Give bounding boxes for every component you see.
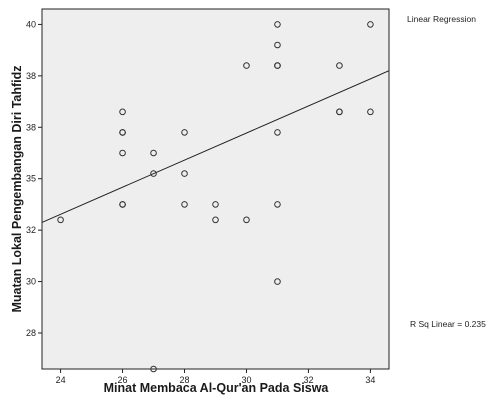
data-point (336, 62, 343, 69)
data-point (150, 149, 157, 157)
y-tick-label: 40 (26, 19, 36, 29)
plot-area (41, 8, 390, 370)
data-point (367, 21, 374, 28)
x-tick-label: 34 (365, 375, 375, 385)
data-point (243, 62, 250, 69)
y-tick-label: 38 (26, 122, 36, 132)
data-point (274, 41, 281, 49)
data-point (367, 108, 374, 116)
data-point (243, 216, 250, 224)
x-tick-label: 30 (241, 375, 251, 385)
data-point (274, 278, 281, 285)
regression-line (41, 70, 390, 223)
r-squared-label: R Sq Linear = 0.235 (410, 319, 486, 329)
data-points (57, 21, 374, 373)
y-axis-title: Muatan Lokal Pengembangan Diri Tahfidz (10, 65, 24, 312)
y-tick-label: 35 (26, 174, 36, 184)
data-point (274, 62, 281, 69)
data-point (212, 201, 219, 208)
data-point (274, 129, 281, 136)
x-axis: 24 26 28 30 32 34 (56, 369, 375, 385)
x-axis-title: Minat Membaca Al-Qur'an Pada Siswa (104, 381, 330, 395)
x-tick-label: 32 (303, 375, 313, 385)
data-point (119, 129, 126, 136)
y-tick-label: 32 (26, 225, 36, 235)
data-point (274, 21, 281, 28)
y-tick-label: 30 (26, 277, 36, 287)
data-point (150, 170, 157, 177)
fit-method-label: Linear Regression (407, 14, 476, 24)
data-point (212, 216, 219, 224)
x-tick-label: 24 (56, 375, 66, 385)
data-point (181, 129, 188, 136)
data-point (274, 201, 281, 208)
data-point (119, 108, 126, 116)
data-point (181, 201, 188, 208)
y-tick-label: 38 (26, 71, 36, 81)
data-point (336, 108, 343, 116)
x-tick-label: 26 (118, 375, 128, 385)
data-point (150, 365, 157, 373)
data-point (181, 170, 188, 177)
data-point (119, 201, 126, 208)
data-point (119, 149, 126, 157)
y-axis: 28 30 32 35 38 38 40 (26, 19, 42, 338)
y-tick-label: 28 (26, 328, 36, 338)
data-point (57, 216, 64, 224)
x-tick-label: 28 (180, 375, 190, 385)
